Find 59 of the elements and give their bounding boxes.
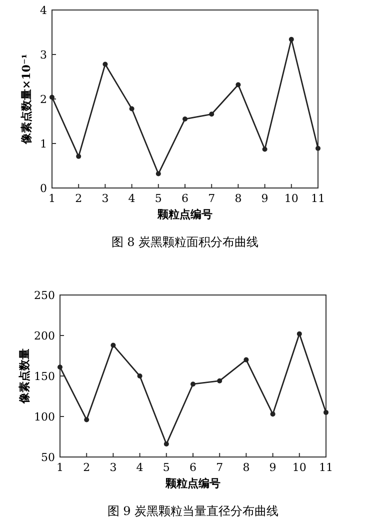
x-tick-label: 2 [75, 192, 82, 205]
y-axis-title: 像素点数量×10⁻¹ [20, 54, 33, 146]
x-tick-label: 8 [242, 461, 250, 474]
x-axis-title: 颗粒点编号 [164, 477, 220, 490]
y-tick-label: 200 [34, 329, 55, 342]
point [288, 36, 294, 42]
x-tick-label: 3 [102, 192, 109, 205]
x-tick-label: 8 [234, 192, 242, 205]
point [296, 331, 302, 336]
point [262, 146, 268, 152]
point [50, 94, 54, 100]
point [324, 410, 328, 415]
point [190, 382, 196, 387]
x-tick-label: 3 [110, 461, 117, 474]
x-tick-label: 5 [154, 192, 162, 205]
point [110, 342, 116, 348]
y-tick-label: 100 [34, 410, 55, 424]
y-tick-label: 2 [40, 92, 47, 106]
x-tick-label: 7 [216, 461, 224, 474]
point [102, 62, 108, 67]
x-tick-label: 10 [284, 192, 298, 205]
x-tick-label: 11 [311, 192, 325, 205]
y-tick-label: 4 [40, 4, 47, 17]
x-tick-label: 5 [162, 461, 170, 474]
y-tick-label: 1 [40, 137, 47, 150]
point [58, 364, 62, 370]
x-tick-label: 9 [261, 192, 268, 205]
point [137, 374, 142, 378]
point [76, 154, 82, 159]
point [270, 412, 276, 417]
point [129, 106, 134, 112]
x-tick-label: 9 [269, 461, 276, 474]
x-tick-label: 7 [208, 192, 216, 205]
point [244, 357, 249, 362]
point [182, 116, 188, 122]
x-axis-title: 颗粒点编号 [156, 208, 212, 221]
point [316, 146, 320, 151]
x-tick-label: 4 [128, 192, 136, 205]
x-tick-label: 6 [182, 192, 188, 205]
y-tick-label: 150 [34, 370, 55, 383]
point [164, 442, 169, 447]
y-tick-label: 50 [41, 450, 55, 464]
text: 图 9 炭黑颗粒当量直径分布曲线 [107, 504, 279, 518]
point [209, 112, 214, 117]
y-axis-title: 像素点数量 [18, 348, 31, 404]
x-tick-label: 11 [319, 461, 333, 474]
y-tick-label: 250 [34, 288, 55, 302]
y-tick-label: 0 [40, 182, 47, 195]
point [84, 417, 90, 422]
x-tick-label: 2 [83, 461, 90, 474]
text: 图 8 炭黑颗粒面积分布曲线 [111, 235, 259, 249]
x-tick-label: 4 [136, 461, 144, 474]
y-tick-label: 3 [40, 48, 47, 62]
x-tick-label: 1 [56, 461, 64, 474]
point [217, 378, 222, 384]
x-tick-label: 10 [292, 461, 306, 474]
x-tick-label: 6 [190, 461, 196, 474]
point [156, 171, 161, 176]
point [236, 82, 241, 88]
